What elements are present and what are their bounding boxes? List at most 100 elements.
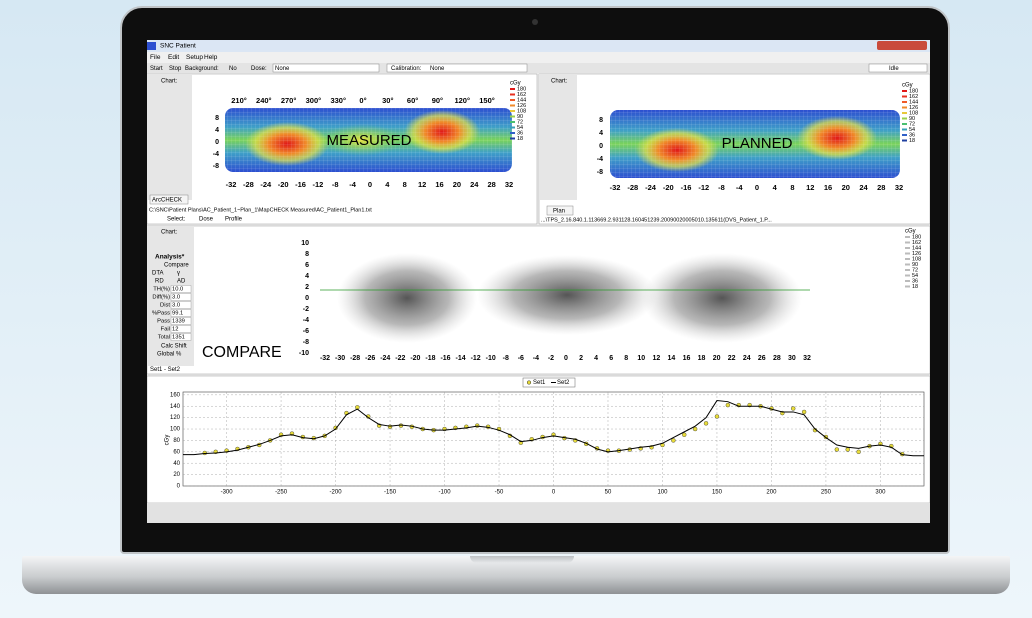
y-tick-label: 100 [170, 427, 181, 433]
profile-point [801, 409, 807, 415]
legend-label: 126 [909, 105, 918, 111]
profile-point [703, 421, 709, 426]
legend-label: 162 [909, 94, 918, 100]
angle-tick: 210° [231, 96, 247, 105]
x-tick: -8 [503, 355, 509, 362]
toolbar-text: Calibration: [391, 66, 422, 72]
legend-label: 54 [517, 125, 523, 131]
angle-tick: 270° [281, 96, 297, 105]
screen: SNC Patient File Edit Setup Help Start Stop Bac… [147, 40, 930, 523]
field-label: TH(%) [153, 287, 170, 293]
field-box[interactable] [170, 285, 192, 293]
menu-item[interactable]: Help [204, 54, 218, 61]
x-tick: 14 [668, 355, 676, 362]
field-box[interactable] [170, 317, 192, 325]
x-tick: 4 [594, 355, 598, 362]
angle-tick: 90° [432, 96, 443, 105]
legend-label: 180 [909, 88, 918, 94]
map-label: PLANNED [722, 135, 793, 152]
dose-option: Dose [199, 217, 214, 223]
camera [532, 19, 538, 25]
legend-label: 108 [912, 256, 921, 262]
toolbar-text: None [275, 66, 290, 72]
y-tick: -4 [213, 151, 219, 158]
y-tick-label: 160 [170, 392, 181, 398]
field-value: 12 [172, 327, 178, 333]
field-value: 3.0 [172, 303, 180, 309]
profile-option: Profile [225, 217, 243, 223]
y-tick: -8 [597, 169, 603, 176]
angle-tick: 120° [454, 96, 470, 105]
legend-label: 180 [912, 234, 921, 240]
y-tick-label: 120 [170, 415, 181, 421]
chart-button: Chart: [161, 79, 178, 85]
file-path: ...\TPS_2.16.840.1.113669.2.931128.16045… [541, 217, 772, 223]
app-icon [147, 42, 156, 50]
calc-shift-button[interactable]: Calc Shift [161, 344, 187, 350]
legend-label: 162 [912, 240, 921, 246]
field-box[interactable] [170, 333, 192, 341]
global-check[interactable]: Global % [157, 352, 182, 358]
toolbar-text: Idle [889, 66, 899, 72]
gamma-button[interactable]: γ [177, 271, 180, 277]
x-tick: -28 [243, 180, 254, 189]
rd-button[interactable]: RD [155, 279, 164, 285]
x-tick: -20 [410, 355, 420, 362]
legend-label: 72 [909, 121, 915, 127]
x-tick: 4 [385, 180, 390, 189]
legend-label: 90 [517, 114, 523, 120]
field-box[interactable] [170, 301, 192, 309]
legend-label: Set2 [557, 380, 570, 386]
x-tick: 8 [624, 355, 628, 362]
x-tick-label: -300 [221, 490, 234, 496]
y-tick-label: 140 [170, 404, 181, 410]
dta-button[interactable]: DTA [152, 271, 164, 277]
profile-point [834, 447, 840, 452]
profile-point [856, 449, 861, 455]
profile-point [845, 447, 850, 452]
menu-item[interactable]: File [150, 54, 161, 61]
y-tick: 8 [215, 115, 219, 122]
x-tick: 20 [713, 355, 721, 362]
x-tick: -24 [380, 355, 390, 362]
plan-button[interactable] [546, 205, 574, 216]
field-value: 99.1 [172, 311, 183, 317]
x-tick-label: 50 [605, 490, 612, 496]
calibration-field[interactable] [386, 63, 528, 73]
x-tick: 24 [859, 183, 868, 192]
compare-button[interactable]: Compare [164, 263, 189, 269]
y-tick: 6 [305, 262, 309, 269]
field-value: 10.0 [172, 287, 183, 293]
ad-button[interactable]: AD [177, 279, 186, 285]
map-label: MEASURED [326, 132, 411, 149]
menu-item[interactable]: Setup [186, 54, 203, 61]
compare-map [320, 253, 810, 343]
menu-item[interactable]: Edit [168, 54, 179, 61]
field-label: %Pass [152, 311, 170, 317]
field-box[interactable] [170, 325, 192, 333]
x-tick: 26 [758, 355, 766, 362]
y-tick: -10 [299, 350, 309, 357]
gray-spot [477, 255, 657, 335]
legend-label: 126 [517, 103, 526, 109]
arccheck-button[interactable] [149, 194, 189, 205]
x-tick: 0 [368, 180, 372, 189]
field-box[interactable] [170, 293, 192, 301]
x-tick: 16 [824, 183, 832, 192]
legend-label: 108 [517, 108, 526, 114]
field-box[interactable] [170, 309, 192, 317]
window-buttons[interactable] [877, 41, 927, 50]
x-tick-label: -100 [439, 490, 452, 496]
dose-field[interactable] [272, 63, 380, 73]
legend-label: 144 [909, 99, 918, 105]
legend-label: 18 [909, 138, 915, 144]
chart-button: Chart: [551, 79, 568, 85]
x-tick: -4 [736, 183, 743, 192]
legend-label: 72 [912, 267, 918, 273]
x-tick: 0 [564, 355, 568, 362]
x-tick-label: -50 [495, 490, 504, 496]
y-tick: -8 [303, 339, 309, 346]
x-tick: -28 [350, 355, 360, 362]
x-tick-label: 100 [657, 490, 668, 496]
